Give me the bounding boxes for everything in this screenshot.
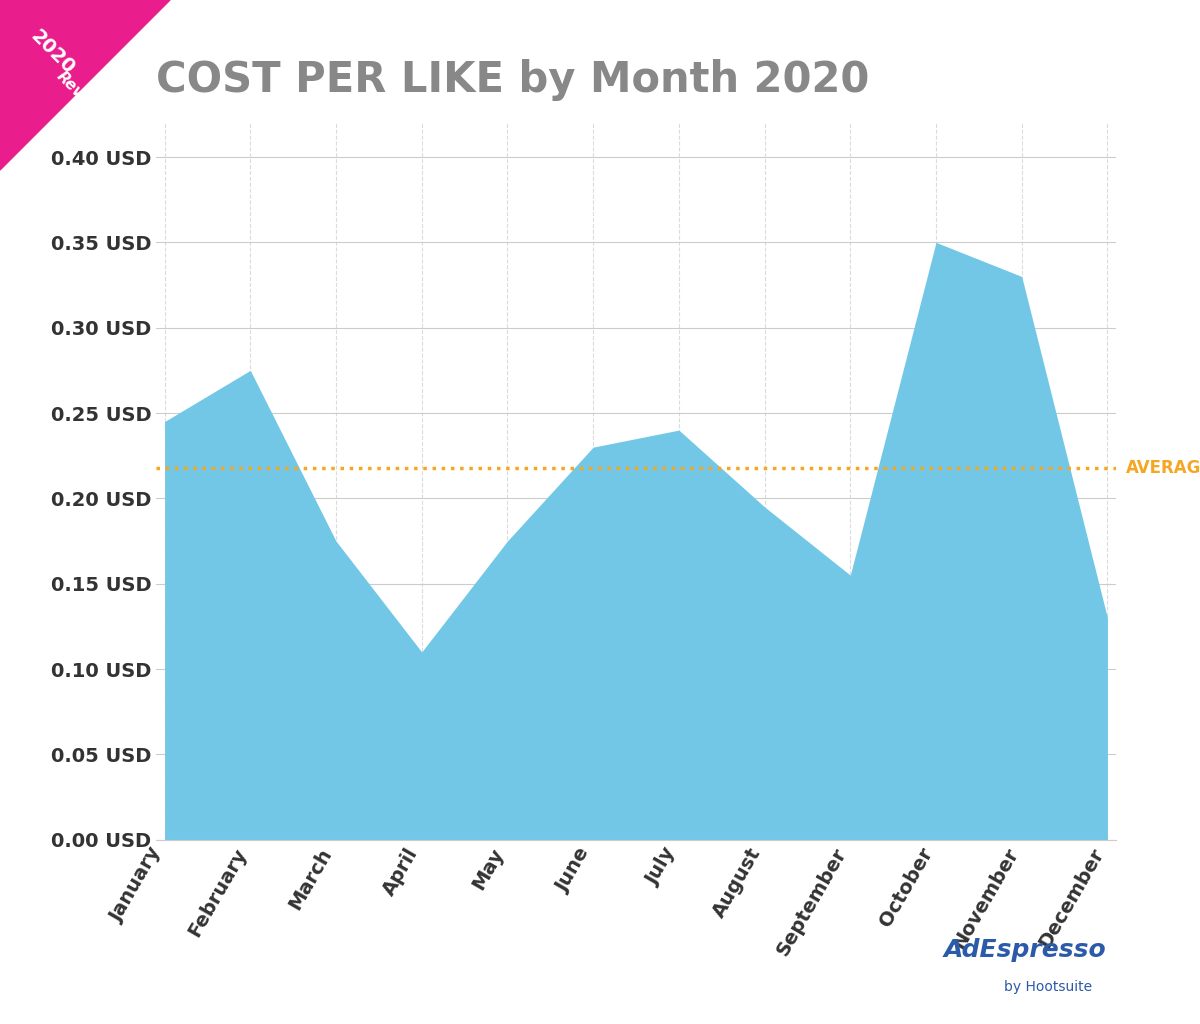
Text: 2020: 2020	[26, 27, 78, 78]
Text: Review: Review	[53, 68, 107, 122]
Polygon shape	[0, 0, 170, 170]
Text: by Hootsuite: by Hootsuite	[1004, 980, 1092, 994]
Text: COST PER LIKE by Month 2020: COST PER LIKE by Month 2020	[156, 59, 869, 101]
Text: AVERAGE: AVERAGE	[1126, 459, 1200, 476]
Text: AdEspresso: AdEspresso	[943, 938, 1106, 963]
